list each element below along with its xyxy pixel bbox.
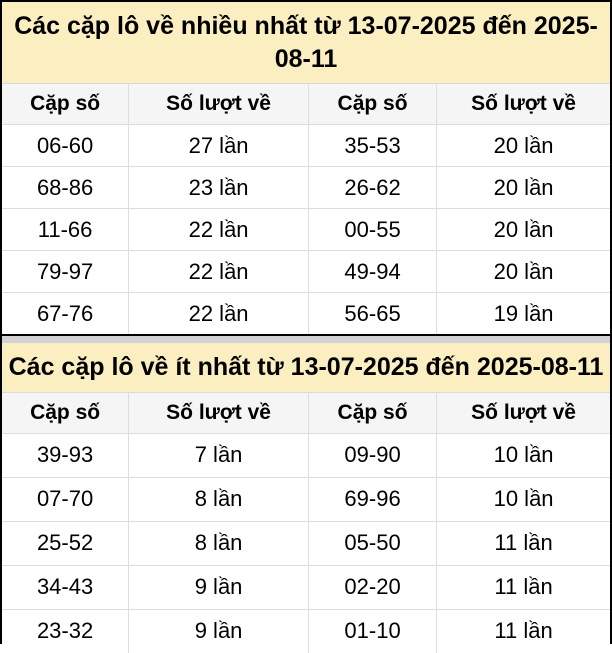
count-cell: 10 lần <box>436 477 610 521</box>
count-cell: 9 lần <box>128 609 308 653</box>
table-row: 06-60 27 lần 35-53 20 lần <box>2 125 610 167</box>
pair-cell: 68-86 <box>36 174 94 200</box>
least-frequent-header-row: Cặp số Số lượt về Cặp số Số lượt về <box>2 392 610 434</box>
column-header-count: Số lượt về <box>436 84 610 124</box>
count-cell: 7 lần <box>128 433 308 477</box>
count-cell: 11 lần <box>436 565 610 609</box>
count-cell: 11 lần <box>436 521 610 565</box>
count-cell: 8 lần <box>128 477 308 521</box>
pair-cell: 23-32 <box>36 618 94 643</box>
column-header-pair: Cặp số <box>30 400 101 424</box>
least-frequent-rows: 39-93 7 lần 09-90 10 lần 07-70 8 lần 69-96 10 l… <box>2 433 610 653</box>
count-cell: 20 lần <box>436 209 610 250</box>
column-header-count: Số lượt về <box>128 84 308 124</box>
table-bottom-border <box>2 334 610 336</box>
least-frequent-pairs-table: Các cặp lô về ít nhất từ 13-07-2025 đến … <box>2 343 610 653</box>
count-cell: 22 lần <box>128 209 308 250</box>
least-frequent-title: Các cặp lô về ít nhất từ 13-07-2025 đến … <box>2 343 610 393</box>
pair-cell: 26-62 <box>307 167 436 208</box>
count-cell: 22 lần <box>128 293 308 334</box>
column-header-count: Số lượt về <box>128 392 308 433</box>
pair-cell: 02-20 <box>307 565 436 609</box>
count-cell: 20 lần <box>436 251 610 292</box>
pair-cell: 35-53 <box>307 125 436 166</box>
pair-cell: 69-96 <box>307 477 436 521</box>
pair-cell: 56-65 <box>307 293 436 334</box>
pair-cell: 67-76 <box>36 300 94 326</box>
most-frequent-pairs-table: Các cặp lô về nhiều nhất từ 13-07-2025 đ… <box>2 2 610 334</box>
table-row: 79-97 22 lần 49-94 20 lần <box>2 251 610 293</box>
table-row: 23-32 9 lần 01-10 11 lần <box>2 609 610 653</box>
pair-cell: 05-50 <box>307 521 436 565</box>
count-cell: 23 lần <box>128 167 308 208</box>
column-header-pair: Cặp số <box>307 392 436 433</box>
count-cell: 20 lần <box>436 125 610 166</box>
table-row: 39-93 7 lần 09-90 10 lần <box>2 433 610 478</box>
count-cell: 22 lần <box>128 251 308 292</box>
count-cell: 27 lần <box>128 125 308 166</box>
pair-cell: 34-43 <box>36 574 94 599</box>
pair-cell: 25-52 <box>36 530 94 555</box>
pair-cell: 07-70 <box>36 486 94 511</box>
pair-cell: 06-60 <box>36 132 94 158</box>
count-cell: 10 lần <box>436 433 610 477</box>
count-cell: 20 lần <box>436 167 610 208</box>
most-frequent-title: Các cặp lô về nhiều nhất từ 13-07-2025 đ… <box>2 2 610 84</box>
most-frequent-header-row: Cặp số Số lượt về Cặp số Số lượt về <box>2 84 610 125</box>
pair-cell: 09-90 <box>307 433 436 477</box>
pair-cell: 49-94 <box>307 251 436 292</box>
table-row: 25-52 8 lần 05-50 11 lần <box>2 521 610 566</box>
most-frequent-rows: 06-60 27 lần 35-53 20 lần 68-86 23 lần 26-62 20… <box>2 125 610 334</box>
pair-cell: 79-97 <box>36 258 94 284</box>
count-cell: 8 lần <box>128 521 308 565</box>
pair-cell: 00-55 <box>307 209 436 250</box>
count-cell: 11 lần <box>436 609 610 653</box>
column-header-pair: Cặp số <box>30 92 101 115</box>
pair-cell: 01-10 <box>307 609 436 653</box>
pair-cell: 39-93 <box>36 442 94 467</box>
count-cell: 19 lần <box>436 293 610 334</box>
section-divider <box>2 336 610 343</box>
count-cell: 9 lần <box>128 565 308 609</box>
column-header-pair: Cặp số <box>307 84 436 124</box>
table-row: 07-70 8 lần 69-96 10 lần <box>2 477 610 522</box>
pair-cell: 11-66 <box>37 216 93 242</box>
table-row: 68-86 23 lần 26-62 20 lần <box>2 167 610 209</box>
table-row: 67-76 22 lần 56-65 19 lần <box>2 293 610 334</box>
table-row: 11-66 22 lần 00-55 20 lần <box>2 209 610 251</box>
table-row: 34-43 9 lần 02-20 11 lần <box>2 565 610 610</box>
column-header-count: Số lượt về <box>436 392 610 433</box>
